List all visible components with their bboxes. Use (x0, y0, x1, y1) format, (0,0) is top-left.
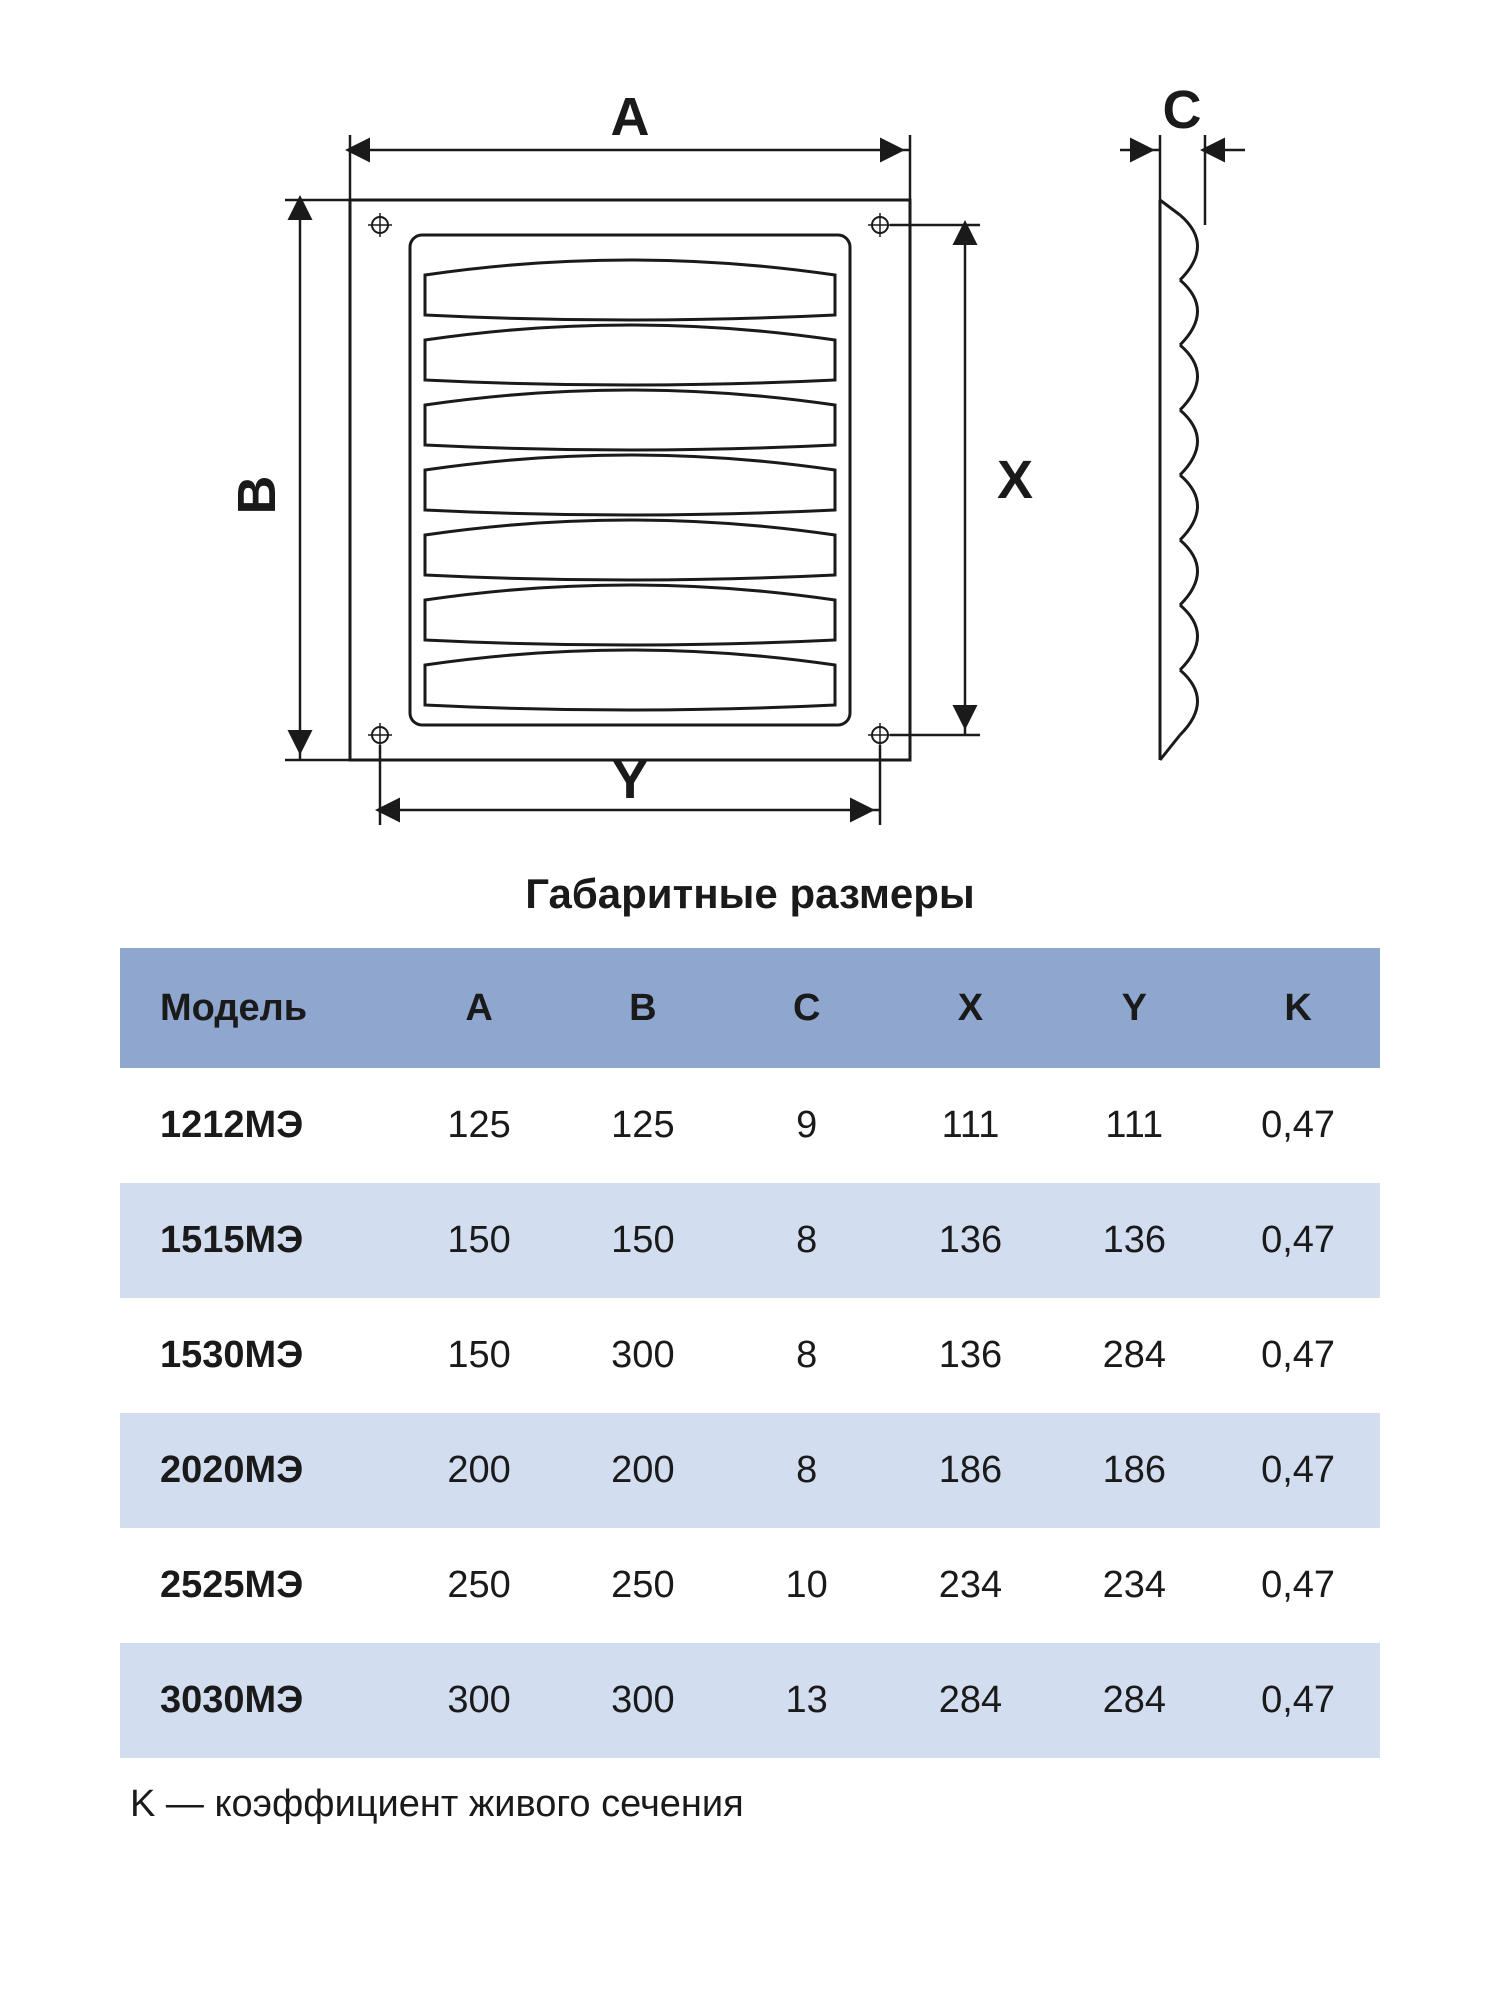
value-cell: 0,47 (1216, 1298, 1380, 1413)
value-cell: 111 (889, 1068, 1053, 1183)
value-cell: 8 (725, 1413, 889, 1528)
value-cell: 136 (889, 1298, 1053, 1413)
value-cell: 250 (397, 1528, 561, 1643)
model-cell: 1212МЭ (120, 1068, 397, 1183)
value-cell: 8 (725, 1298, 889, 1413)
col-header: X (889, 948, 1053, 1068)
value-cell: 125 (397, 1068, 561, 1183)
col-header: B (561, 948, 725, 1068)
value-cell: 0,47 (1216, 1183, 1380, 1298)
value-cell: 0,47 (1216, 1068, 1380, 1183)
col-header: A (397, 948, 561, 1068)
dim-label-x: X (997, 450, 1033, 510)
value-cell: 0,47 (1216, 1413, 1380, 1528)
value-cell: 284 (1052, 1298, 1216, 1413)
value-cell: 186 (1052, 1413, 1216, 1528)
table-row: 2525МЭ250250102342340,47 (120, 1528, 1380, 1643)
dim-label-a: A (611, 87, 650, 147)
model-cell: 2020МЭ (120, 1413, 397, 1528)
value-cell: 284 (889, 1643, 1053, 1758)
col-header: Y (1052, 948, 1216, 1068)
model-cell: 1515МЭ (120, 1183, 397, 1298)
table-row: 3030МЭ300300132842840,47 (120, 1643, 1380, 1758)
model-cell: 2525МЭ (120, 1528, 397, 1643)
table-header-row: МодельABCXYK (120, 948, 1380, 1068)
value-cell: 250 (561, 1528, 725, 1643)
model-cell: 3030МЭ (120, 1643, 397, 1758)
value-cell: 200 (561, 1413, 725, 1528)
value-cell: 234 (889, 1528, 1053, 1643)
dim-label-c: C (1163, 80, 1202, 140)
value-cell: 300 (561, 1643, 725, 1758)
value-cell: 8 (725, 1183, 889, 1298)
value-cell: 0,47 (1216, 1528, 1380, 1643)
value-cell: 13 (725, 1643, 889, 1758)
table-row: 1515МЭ15015081361360,47 (120, 1183, 1380, 1298)
value-cell: 186 (889, 1413, 1053, 1528)
value-cell: 150 (397, 1183, 561, 1298)
table-row: 1530МЭ15030081362840,47 (120, 1298, 1380, 1413)
table-body: 1212МЭ12512591111110,471515МЭ15015081361… (120, 1068, 1380, 1758)
value-cell: 125 (561, 1068, 725, 1183)
value-cell: 9 (725, 1068, 889, 1183)
col-header: Модель (120, 948, 397, 1068)
footnote: K — коэффициент живого сечения (120, 1783, 1380, 1826)
value-cell: 300 (397, 1643, 561, 1758)
value-cell: 300 (561, 1298, 725, 1413)
dim-label-b: B (227, 476, 287, 515)
value-cell: 136 (1052, 1183, 1216, 1298)
value-cell: 150 (561, 1183, 725, 1298)
col-header: K (1216, 948, 1380, 1068)
value-cell: 234 (1052, 1528, 1216, 1643)
value-cell: 111 (1052, 1068, 1216, 1183)
value-cell: 150 (397, 1298, 561, 1413)
dimensions-table: МодельABCXYK 1212МЭ12512591111110,471515… (120, 948, 1380, 1758)
section-title: Габаритные размеры (120, 870, 1380, 918)
value-cell: 200 (397, 1413, 561, 1528)
value-cell: 136 (889, 1183, 1053, 1298)
dim-label-y: Y (612, 750, 648, 810)
col-header: C (725, 948, 889, 1068)
value-cell: 10 (725, 1528, 889, 1643)
value-cell: 284 (1052, 1643, 1216, 1758)
model-cell: 1530МЭ (120, 1298, 397, 1413)
dimension-diagram: A B X Y (120, 80, 1380, 840)
table-row: 1212МЭ12512591111110,47 (120, 1068, 1380, 1183)
table-row: 2020МЭ20020081861860,47 (120, 1413, 1380, 1528)
value-cell: 0,47 (1216, 1643, 1380, 1758)
